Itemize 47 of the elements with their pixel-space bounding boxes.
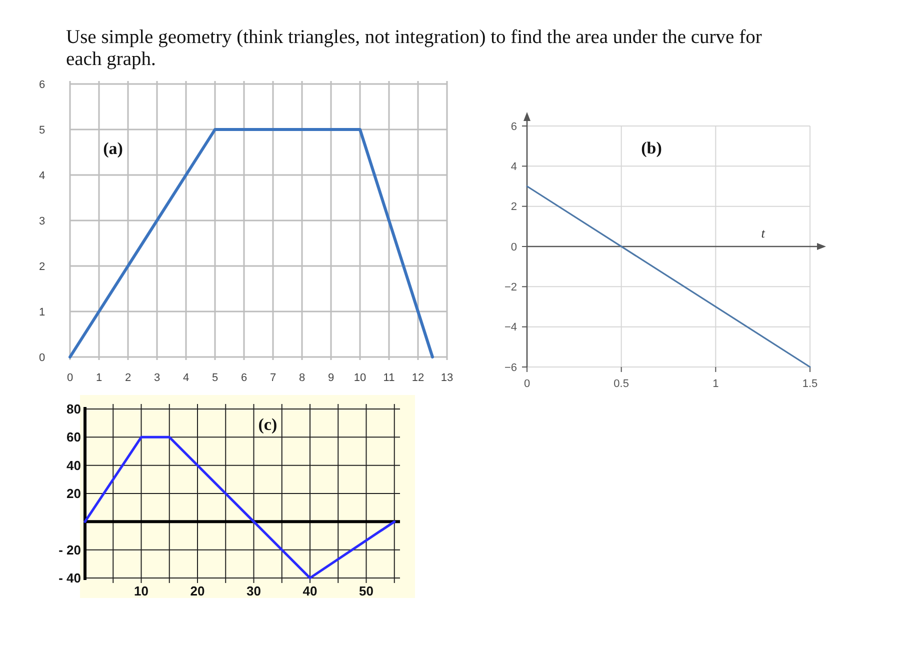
y-tick-label: 60 — [66, 430, 81, 445]
y-tick-label: - 40 — [58, 570, 81, 586]
y-tick-label: 6 — [510, 120, 517, 133]
y-tick-label: 1 — [38, 306, 46, 318]
x-tick-label: 7 — [270, 372, 276, 384]
y-tick-label: 6 — [38, 78, 46, 91]
x-tick-label: 10 — [134, 584, 148, 599]
y-tick-label: 80 — [66, 402, 81, 417]
annotation: (b) — [641, 138, 662, 158]
x-tick-label: 9 — [328, 372, 334, 384]
y-tick-label: 40 — [66, 458, 81, 473]
x-tick-label: 30 — [246, 584, 261, 599]
y-tick-label: 2 — [510, 201, 517, 214]
x-tick-label: 50 — [359, 584, 374, 599]
y-tick-label: 20 — [66, 486, 81, 502]
x-tick-label: 8 — [298, 372, 306, 384]
x-tick-label: 5 — [212, 372, 218, 384]
x-tick-label: 0 — [524, 378, 530, 390]
y-tick-label: 3 — [38, 215, 46, 228]
x-tick-label: 1 — [96, 372, 102, 384]
x-tick-label: 1 — [712, 378, 719, 390]
x-tick-label: 13 — [440, 372, 454, 384]
y-tick-label: −2 — [504, 282, 517, 294]
annotation: (a) — [103, 138, 123, 158]
y-tick-label: 2 — [38, 260, 46, 273]
y-tick-label: 4 — [510, 161, 517, 174]
y-tick-label: 0 — [38, 352, 46, 364]
x-tick-label: 6 — [240, 372, 248, 384]
x-tick-label: 11 — [383, 372, 395, 384]
x-tick-label: 20 — [190, 584, 205, 599]
x-tick-label: 10 — [354, 372, 366, 384]
y-tick-label: 5 — [38, 124, 46, 136]
annotation: (c) — [258, 415, 278, 434]
x-tick-label: 2 — [124, 372, 132, 384]
x-tick-label: 40 — [302, 584, 318, 599]
x-axis-title: t — [761, 226, 766, 240]
y-tick-label: 0 — [510, 241, 517, 254]
y-tick-label: −4 — [504, 322, 517, 334]
x-tick-label: 4 — [182, 372, 190, 384]
x-tick-label: 0.5 — [614, 378, 629, 390]
x-tick-label: 12 — [412, 372, 424, 384]
y-tick-label: 4 — [38, 170, 46, 182]
x-tick-label: 3 — [154, 372, 160, 384]
x-tick-label: 1.5 — [802, 378, 818, 390]
y-tick-label: −6 — [504, 362, 517, 374]
y-tick-label: - 20 — [58, 542, 81, 558]
chart-title: Use simple geometry (think triangles, not integration) to find the area under the curve for each graph. — [66, 27, 762, 70]
